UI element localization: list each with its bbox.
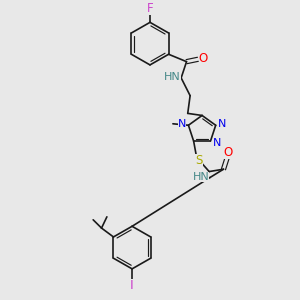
Text: HN: HN <box>164 72 181 82</box>
Text: N: N <box>178 119 186 129</box>
Text: F: F <box>147 2 153 15</box>
Text: O: O <box>199 52 208 65</box>
Text: HN: HN <box>193 172 209 182</box>
Text: S: S <box>195 154 203 167</box>
Text: N: N <box>213 138 221 148</box>
Text: O: O <box>224 146 232 159</box>
Text: N: N <box>218 119 226 129</box>
Text: I: I <box>130 279 134 292</box>
